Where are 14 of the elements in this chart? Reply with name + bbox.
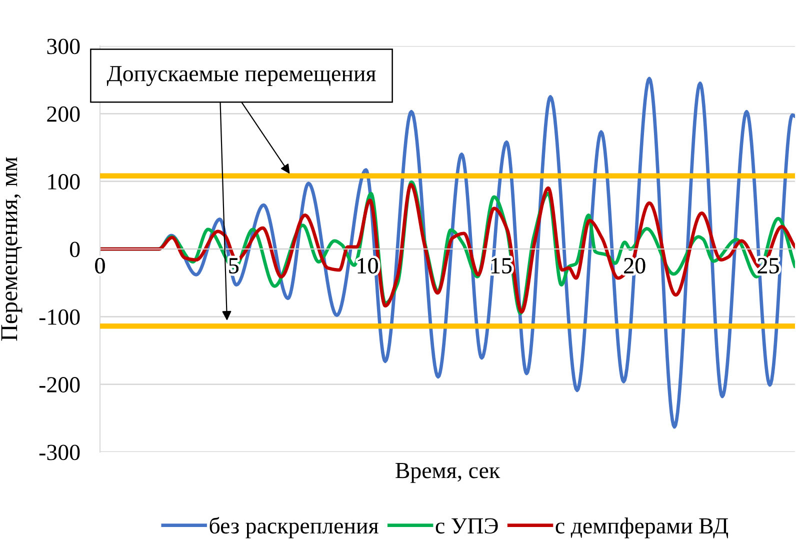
legend-label: без раскрепления xyxy=(210,516,378,538)
y-tick-label: 300 xyxy=(47,38,80,54)
y-tick-label: 100 xyxy=(48,174,80,190)
y-tick-label: -100 xyxy=(39,309,80,325)
legend-label: с демпферами ВД xyxy=(556,517,728,538)
annotation: Допускаемые перемещения xyxy=(106,66,376,86)
legend-label: с УПЭ xyxy=(436,518,498,534)
y-tick-label: -300 xyxy=(39,444,80,460)
y-tick-label: -200 xyxy=(39,377,80,393)
x-tick-label: 0 xyxy=(95,258,105,274)
y-tick-label: 0 xyxy=(70,242,80,258)
y-axis-title: Перемещения, мм xyxy=(1,157,22,341)
y-tick-label: 200 xyxy=(47,106,80,122)
x-axis-title: Время, сек xyxy=(396,463,500,483)
